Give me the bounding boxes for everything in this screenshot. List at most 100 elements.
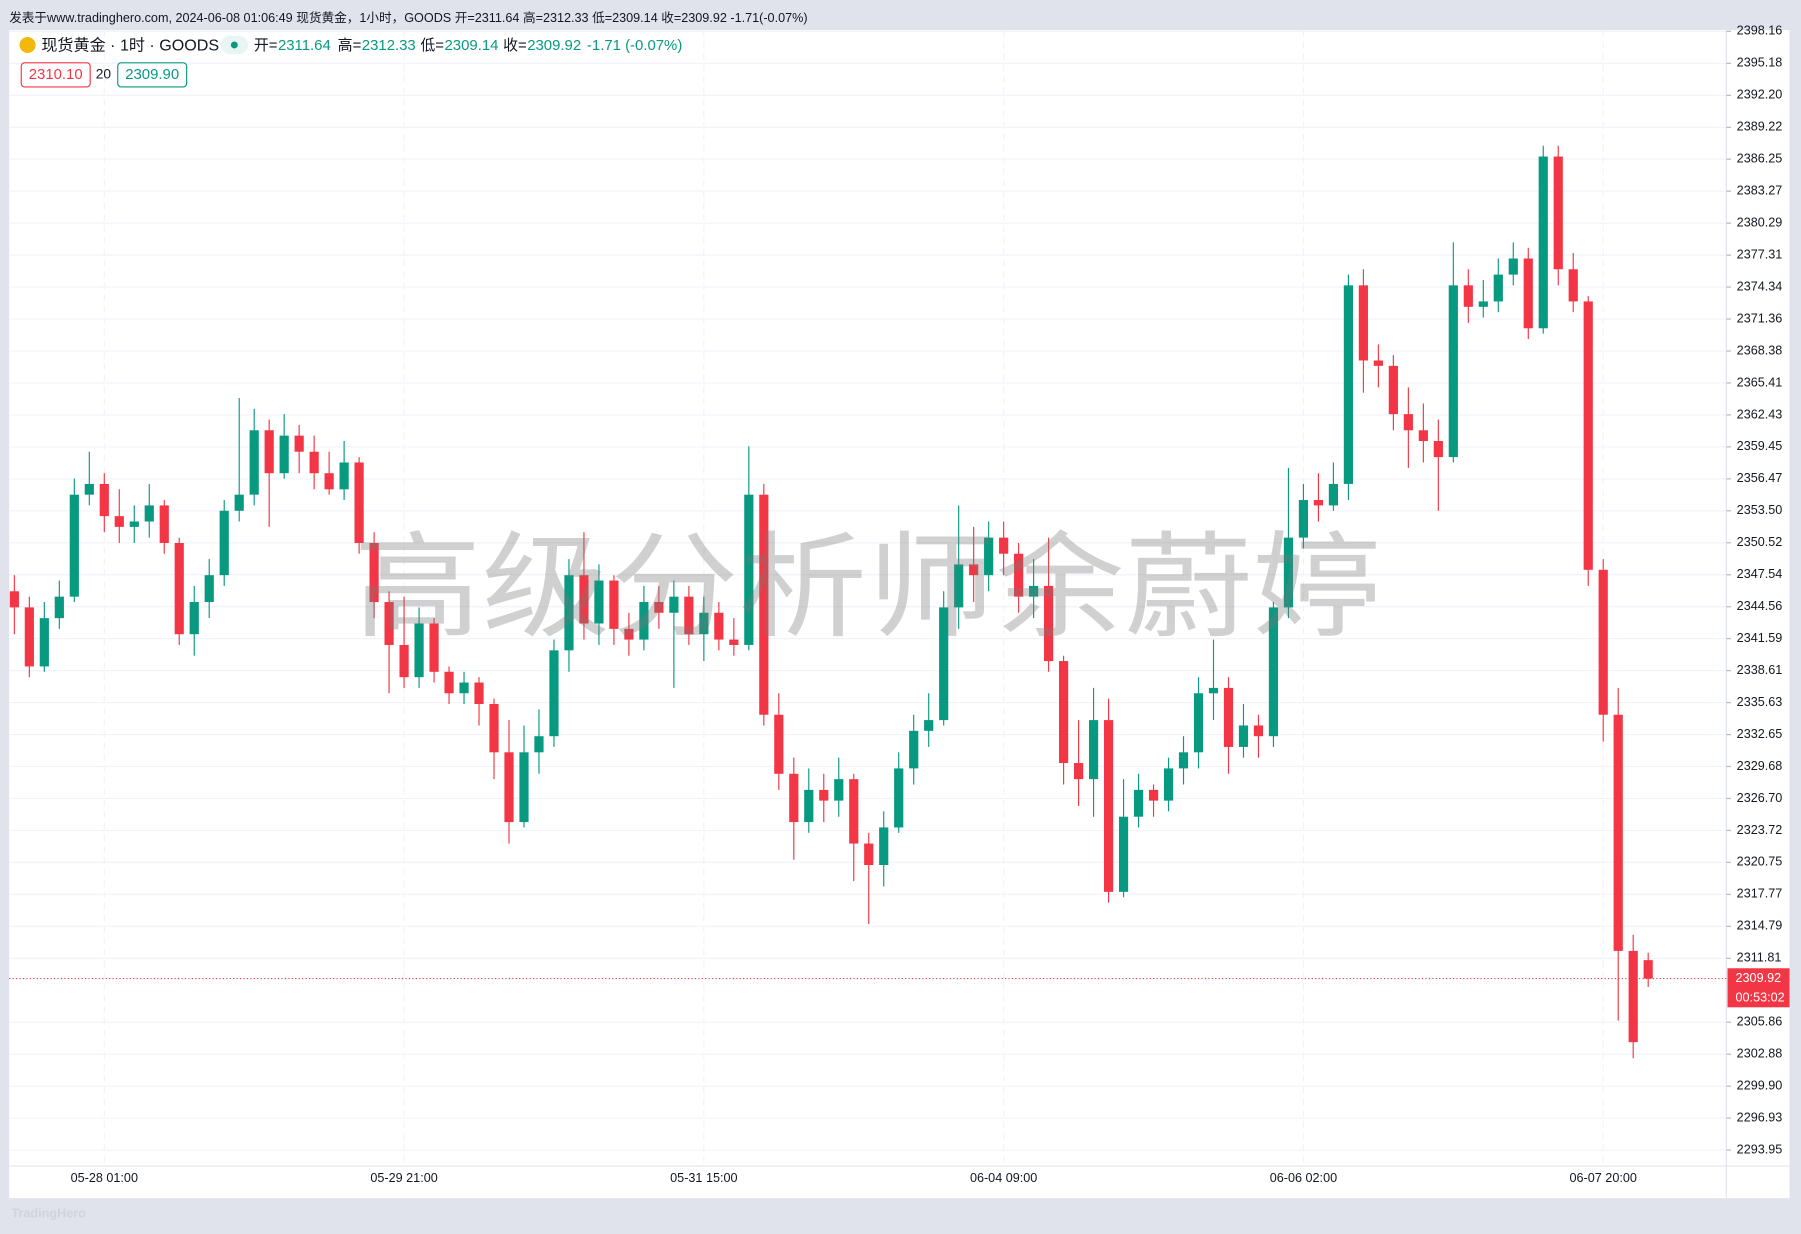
candle-body	[1358, 285, 1368, 361]
candle-body	[939, 607, 949, 721]
y-tick-label: 2380.29	[1737, 216, 1783, 230]
candle-body	[324, 473, 334, 490]
y-tick-label: 2362.43	[1737, 407, 1783, 421]
y-tick-label: 2317.77	[1737, 887, 1783, 901]
y-tick-label: 2347.54	[1737, 567, 1783, 581]
candle-body	[414, 623, 424, 678]
candle-body	[54, 596, 64, 619]
candle-body	[69, 494, 79, 597]
candle-body	[804, 789, 814, 823]
candle-body	[1418, 430, 1428, 441]
candle-body	[1208, 687, 1219, 694]
high-value: 2312.33	[362, 37, 416, 54]
candle-body	[264, 430, 274, 474]
y-tick-label: 2332.65	[1737, 727, 1783, 741]
candle-body	[1029, 585, 1039, 597]
candle-body	[1598, 569, 1608, 715]
candle-body	[1328, 483, 1339, 506]
candle-body	[1403, 414, 1413, 431]
candle-body	[159, 505, 169, 543]
buy-box[interactable]	[117, 62, 188, 88]
candle-body	[309, 451, 319, 474]
candle-body	[1448, 285, 1458, 458]
candle-body	[24, 607, 34, 667]
symbol: 现货黄金 · 1时 · GOODS	[41, 36, 219, 54]
y-tick-label: 2329.68	[1737, 759, 1783, 773]
candle-body	[609, 580, 619, 629]
y-tick-label: 2344.56	[1737, 599, 1783, 613]
candle-body	[639, 602, 649, 640]
candle-body	[459, 682, 469, 694]
y-tick-label: 2359.45	[1737, 439, 1783, 453]
y-tick-label: 2335.63	[1737, 695, 1783, 709]
candle-body	[429, 623, 439, 672]
candle-body	[834, 779, 844, 801]
close-value: 2309.92	[527, 37, 581, 54]
candle-body	[789, 773, 799, 823]
candle-body	[879, 827, 889, 866]
candle-body	[549, 650, 559, 737]
candle-body	[339, 462, 349, 490]
candle-body	[1148, 789, 1159, 801]
candle-body	[399, 644, 409, 678]
candle-body	[369, 542, 379, 603]
x-tick-label: 06-04 09:00	[970, 1171, 1037, 1185]
candle-body	[744, 494, 754, 645]
y-tick-label: 2314.79	[1737, 919, 1783, 933]
buy-price[interactable]: 2309.90	[125, 66, 179, 83]
candle-body	[279, 435, 289, 474]
footer-logo: TradingHero	[11, 1207, 86, 1221]
x-tick-label: 06-07 20:00	[1570, 1171, 1637, 1185]
candle-body	[759, 494, 769, 715]
candle-body	[1478, 301, 1488, 307]
x-tick-label: 05-29 21:00	[370, 1171, 437, 1185]
change: -1.71 (-0.07%)	[587, 37, 682, 54]
candle-body	[129, 521, 139, 527]
candle-body	[1583, 301, 1593, 570]
candle-body	[1523, 258, 1533, 329]
candle-body	[774, 714, 784, 774]
x-tick-label: 05-31 15:00	[670, 1171, 737, 1185]
y-tick-label: 2311.81	[1737, 951, 1782, 965]
sell-box[interactable]	[20, 62, 91, 88]
header-text: 发表于www.tradinghero.com, 2024-06-08 01:06…	[9, 10, 807, 25]
candle-body	[684, 596, 694, 635]
candle-body	[9, 591, 19, 608]
candle-body	[384, 602, 394, 645]
candle-body	[1268, 607, 1279, 737]
candle-body	[1059, 661, 1069, 764]
candle-body	[1178, 752, 1189, 769]
sell-price[interactable]: 2310.10	[29, 66, 83, 83]
y-tick-label: 2389.22	[1737, 120, 1783, 134]
x-tick-label: 06-06 02:00	[1270, 1171, 1337, 1185]
candle-body	[489, 704, 499, 753]
y-tick-label: 2365.41	[1737, 375, 1783, 389]
candle-body	[1103, 720, 1114, 892]
candle-body	[1313, 500, 1324, 506]
candle-body	[1193, 693, 1204, 753]
open-value: 2311.64	[278, 37, 331, 54]
candle-body	[1133, 789, 1144, 817]
y-tick-label: 2371.36	[1737, 311, 1783, 325]
candle-body	[114, 516, 124, 527]
y-tick-label: 2302.88	[1737, 1047, 1783, 1061]
y-tick-label: 2377.31	[1737, 248, 1783, 262]
candle-body	[519, 752, 529, 823]
candle-body	[1163, 768, 1174, 801]
close-key: 收=	[503, 37, 527, 54]
candle-body	[144, 505, 154, 522]
candle-body	[249, 430, 259, 495]
candle-body	[699, 612, 709, 635]
candle-body	[294, 435, 304, 452]
candle-body	[474, 682, 484, 705]
y-tick-label: 2356.47	[1737, 471, 1783, 485]
spread: 20	[96, 67, 112, 82]
candle-body	[564, 575, 574, 651]
candle-body	[204, 575, 214, 603]
candle-body	[729, 639, 739, 645]
plot-background	[9, 30, 1790, 1199]
candle-body	[894, 768, 904, 828]
y-tick-label: 2374.34	[1737, 279, 1783, 293]
candle-body	[594, 580, 604, 624]
